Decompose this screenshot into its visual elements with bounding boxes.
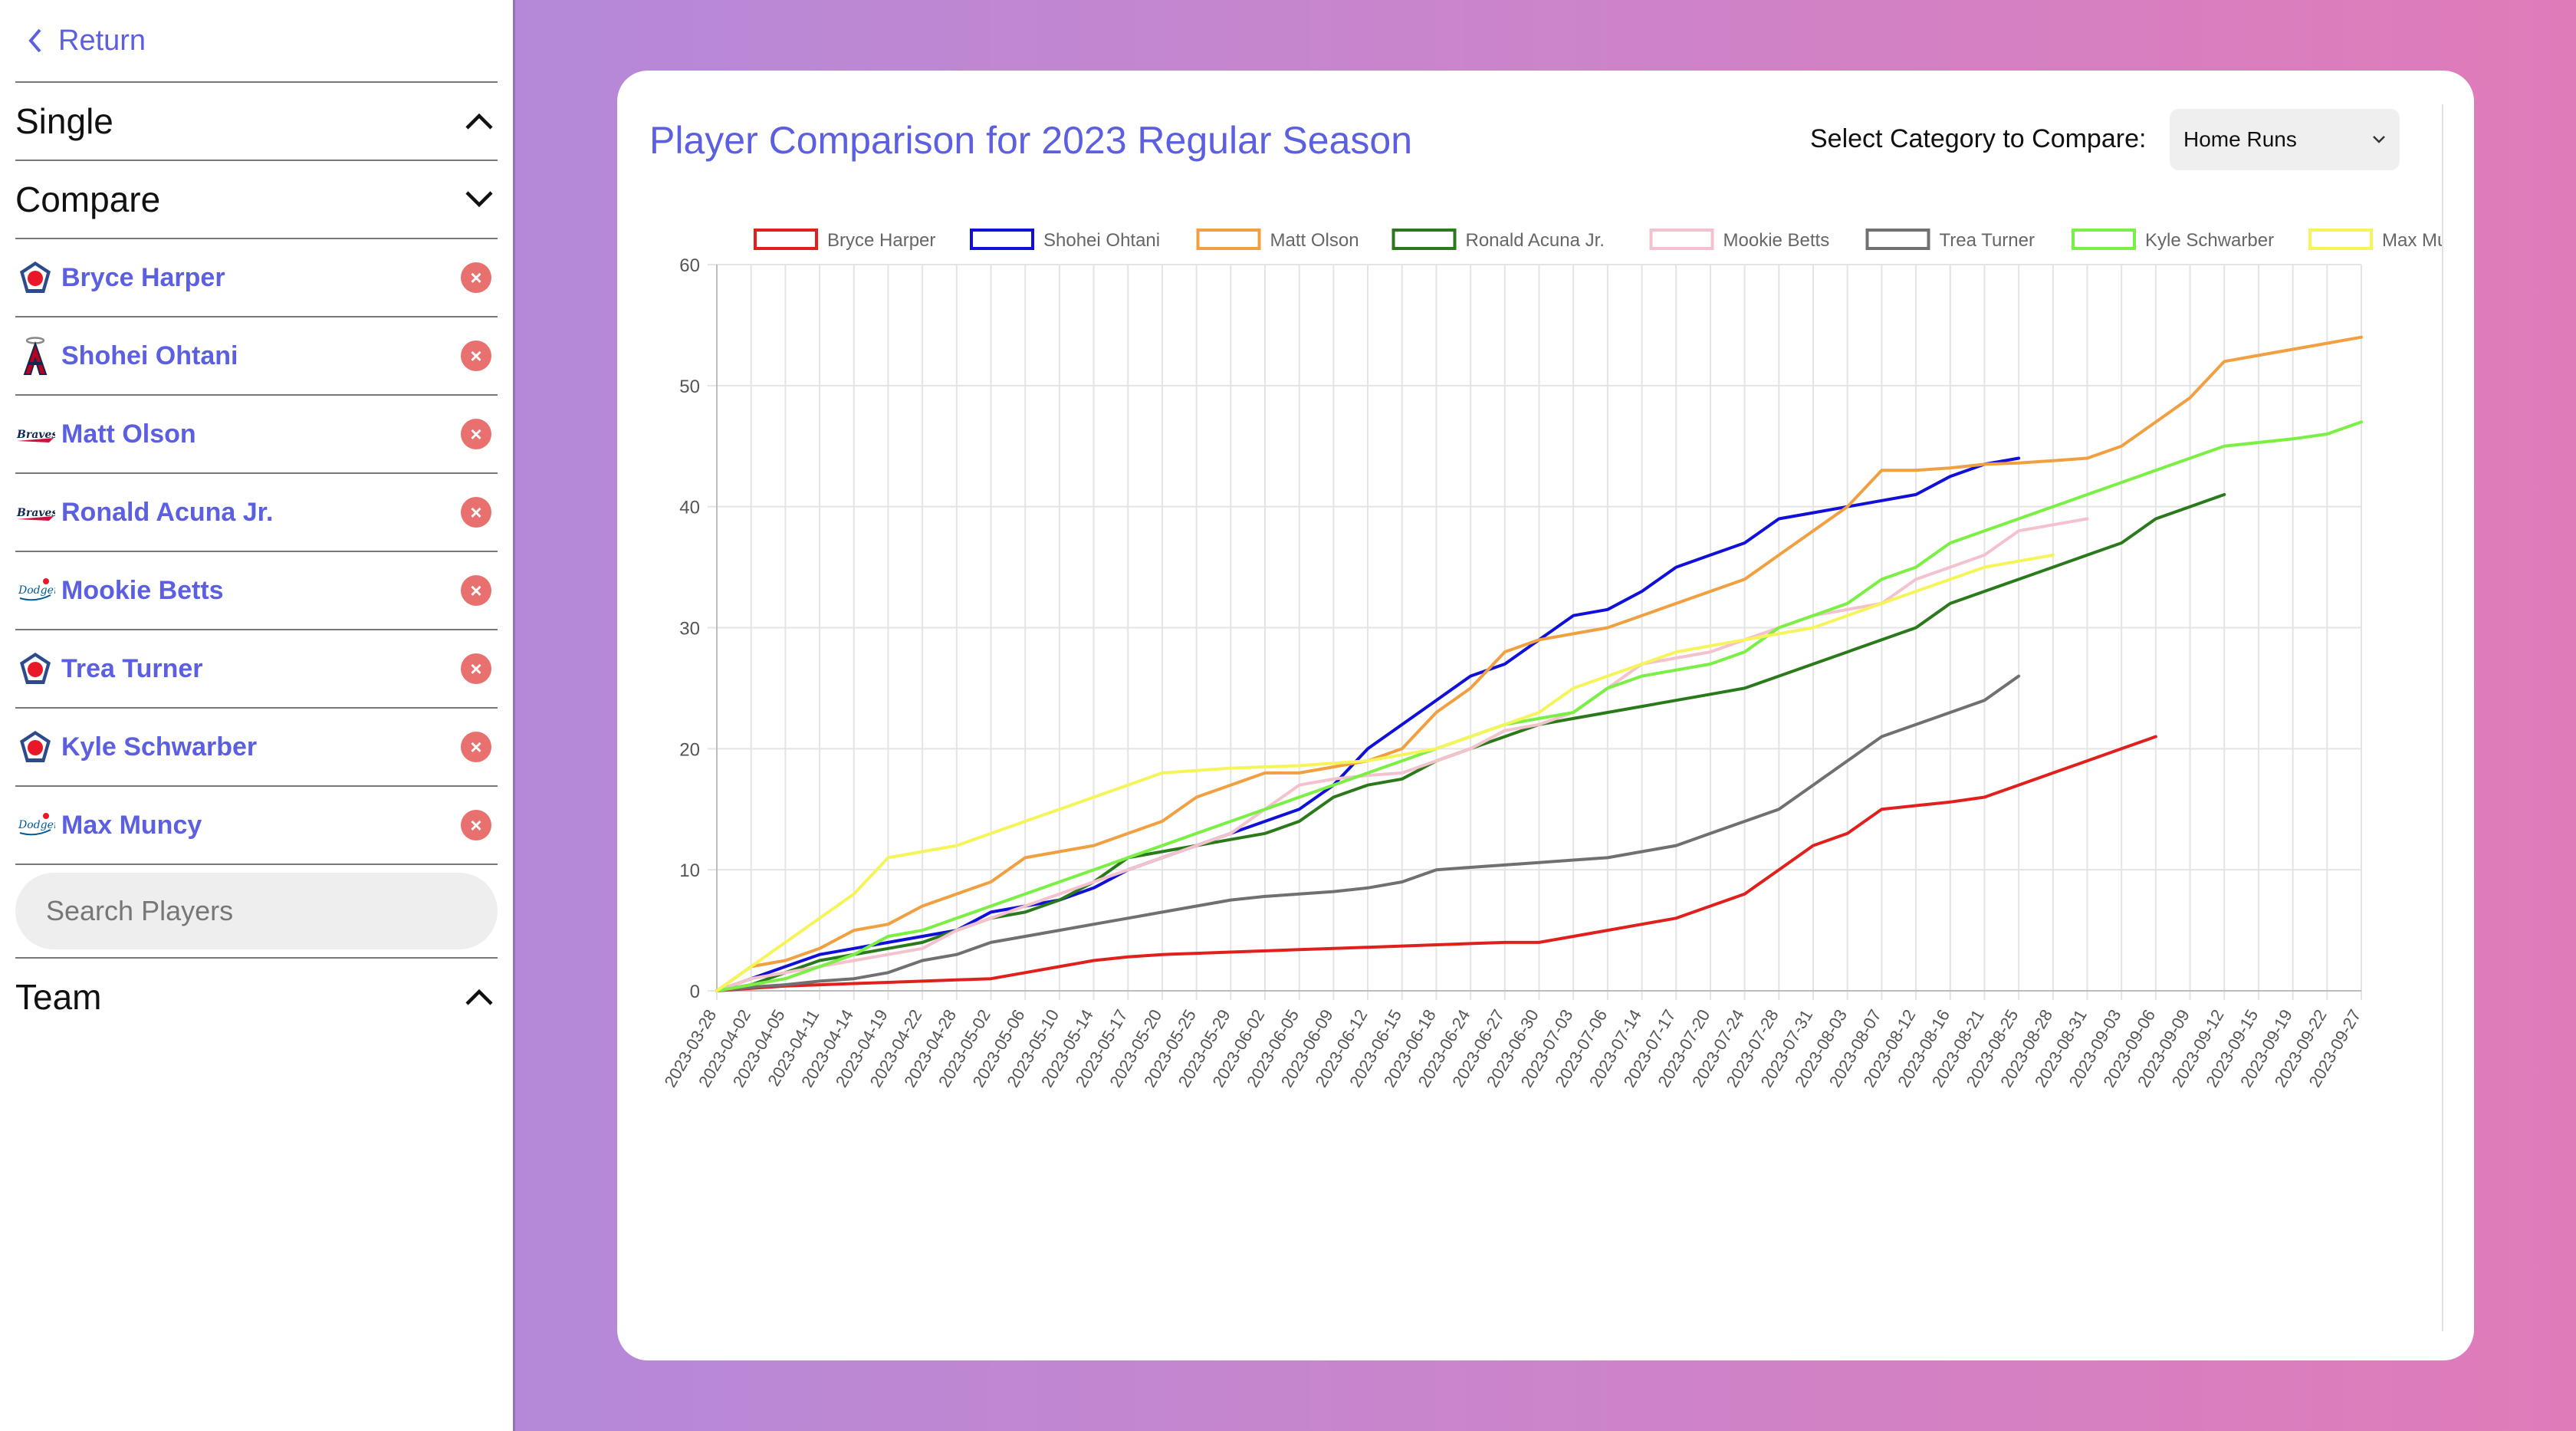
braves-logo-icon: Braves bbox=[15, 492, 55, 532]
legend-label: Mookie Betts bbox=[1723, 230, 1830, 251]
compare-player-name[interactable]: Mookie Betts bbox=[61, 575, 224, 605]
category-select-label: Select Category to Compare: bbox=[1810, 124, 2147, 153]
dodgers-logo-icon: Dodgers bbox=[15, 805, 55, 845]
compare-player-name[interactable]: Ronald Acuna Jr. bbox=[61, 497, 274, 527]
legend-label: Bryce Harper bbox=[827, 230, 935, 251]
y-tick-label: 20 bbox=[679, 739, 700, 760]
section-compare-label: Compare bbox=[15, 179, 161, 219]
series-line-shohei-ohtani bbox=[715, 456, 2021, 992]
series-line-matt-olson bbox=[715, 335, 2363, 992]
compare-player-name[interactable]: Bryce Harper bbox=[61, 262, 225, 292]
y-tick-label: 0 bbox=[690, 982, 700, 1002]
legend-label: Shohei Ohtani bbox=[1043, 230, 1160, 251]
legend-label: Kyle Schwarber bbox=[2145, 230, 2274, 251]
remove-player-icon[interactable]: × bbox=[461, 340, 491, 371]
compare-player-name[interactable]: Shohei Ohtani bbox=[61, 340, 238, 370]
svg-text:Braves: Braves bbox=[16, 507, 55, 519]
return-label: Return bbox=[58, 24, 146, 57]
svg-text:Dodgers: Dodgers bbox=[18, 819, 55, 831]
svg-text:Dodgers: Dodgers bbox=[18, 584, 55, 597]
compare-player-row[interactable]: Kyle Schwarber × bbox=[15, 709, 498, 787]
section-single-label: Single bbox=[15, 101, 113, 141]
legend-swatch bbox=[2072, 229, 2136, 250]
braves-logo-icon: Braves bbox=[15, 414, 55, 454]
line-chart: 01020304050602023-03-282023-04-022023-04… bbox=[660, 229, 2442, 1091]
series-line-bryce-harper bbox=[715, 735, 2157, 992]
category-select-value: Home Runs bbox=[2183, 127, 2297, 151]
remove-player-icon[interactable]: × bbox=[461, 732, 491, 762]
compare-player-name[interactable]: Kyle Schwarber bbox=[61, 732, 258, 762]
compare-player-row[interactable]: Dodgers Max Muncy × bbox=[15, 787, 498, 865]
legend-swatch bbox=[1865, 229, 1930, 250]
remove-player-icon[interactable]: × bbox=[461, 419, 491, 449]
legend-swatch bbox=[1196, 229, 1261, 250]
remove-player-icon[interactable]: × bbox=[461, 810, 491, 841]
legend-label: Trea Turner bbox=[1940, 230, 2036, 251]
series-line-kyle-schwarber bbox=[715, 420, 2363, 992]
legend-swatch bbox=[2308, 229, 2373, 250]
compare-player-row[interactable]: Trea Turner × bbox=[15, 630, 498, 709]
legend-label: Matt Olson bbox=[1270, 230, 1359, 251]
chevron-down-icon[interactable] bbox=[464, 189, 495, 209]
y-tick-label: 30 bbox=[679, 619, 700, 640]
category-select[interactable]: Home Runs bbox=[2170, 109, 2400, 170]
phillies-logo-icon bbox=[15, 727, 55, 767]
dodgers-logo-icon: Dodgers bbox=[15, 571, 55, 610]
compare-player-list: Bryce Harper × Shohei Ohtani × Braves Matt Ol… bbox=[15, 239, 498, 865]
section-team-label: Team bbox=[15, 977, 102, 1017]
legend-label: Max Muncy bbox=[2382, 230, 2442, 251]
search-players-input[interactable]: Search Players bbox=[15, 873, 498, 949]
chevron-down-icon bbox=[2373, 136, 2385, 143]
y-tick-label: 40 bbox=[679, 498, 700, 518]
series-line-trea-turner bbox=[715, 674, 2021, 992]
chart-page-title: Player Comparison for 2023 Regular Seaso… bbox=[649, 119, 1412, 162]
y-tick-label: 50 bbox=[679, 377, 700, 397]
svg-text:Braves: Braves bbox=[16, 429, 55, 441]
remove-player-icon[interactable]: × bbox=[461, 497, 491, 528]
legend-swatch bbox=[1649, 229, 1714, 250]
compare-player-row[interactable]: Braves Matt Olson × bbox=[15, 396, 498, 474]
chevron-up-icon[interactable] bbox=[464, 111, 495, 131]
compare-player-row[interactable]: Braves Ronald Acuna Jr. × bbox=[15, 474, 498, 552]
search-wrapper: Search Players bbox=[15, 873, 498, 959]
return-button[interactable]: Return bbox=[15, 0, 498, 83]
chart-scrollbar[interactable] bbox=[2442, 104, 2443, 1331]
compare-player-row[interactable]: Shohei Ohtani × bbox=[15, 317, 498, 396]
comparison-card: Player Comparison for 2023 Regular Seaso… bbox=[617, 71, 2474, 1360]
sidebar: Return Single Compare Bryce Harper × Shohe… bbox=[0, 0, 515, 1431]
chevron-left-icon bbox=[28, 28, 41, 53]
section-single[interactable]: Single bbox=[15, 83, 498, 161]
phillies-logo-icon bbox=[15, 258, 55, 298]
legend-swatch bbox=[970, 229, 1034, 250]
compare-player-row[interactable]: Dodgers Mookie Betts × bbox=[15, 552, 498, 630]
remove-player-icon[interactable]: × bbox=[461, 653, 491, 684]
phillies-logo-icon bbox=[15, 649, 55, 689]
compare-player-name[interactable]: Matt Olson bbox=[61, 419, 196, 449]
y-tick-label: 60 bbox=[679, 255, 700, 276]
compare-player-name[interactable]: Trea Turner bbox=[61, 653, 203, 683]
remove-player-icon[interactable]: × bbox=[461, 262, 491, 293]
chevron-up-icon[interactable] bbox=[464, 987, 495, 1007]
series-line-mookie-betts bbox=[715, 517, 2089, 992]
y-tick-label: 10 bbox=[679, 860, 700, 881]
angels-logo-icon bbox=[15, 336, 55, 376]
series-line-max-muncy bbox=[715, 553, 2055, 992]
legend-swatch bbox=[1392, 229, 1457, 250]
legend-swatch bbox=[754, 229, 818, 250]
compare-player-name[interactable]: Max Muncy bbox=[61, 810, 202, 840]
section-team[interactable]: Team bbox=[15, 959, 498, 1035]
remove-player-icon[interactable]: × bbox=[461, 575, 491, 606]
compare-player-row[interactable]: Bryce Harper × bbox=[15, 239, 498, 317]
legend-label: Ronald Acuna Jr. bbox=[1466, 230, 1605, 251]
section-compare[interactable]: Compare bbox=[15, 161, 498, 239]
